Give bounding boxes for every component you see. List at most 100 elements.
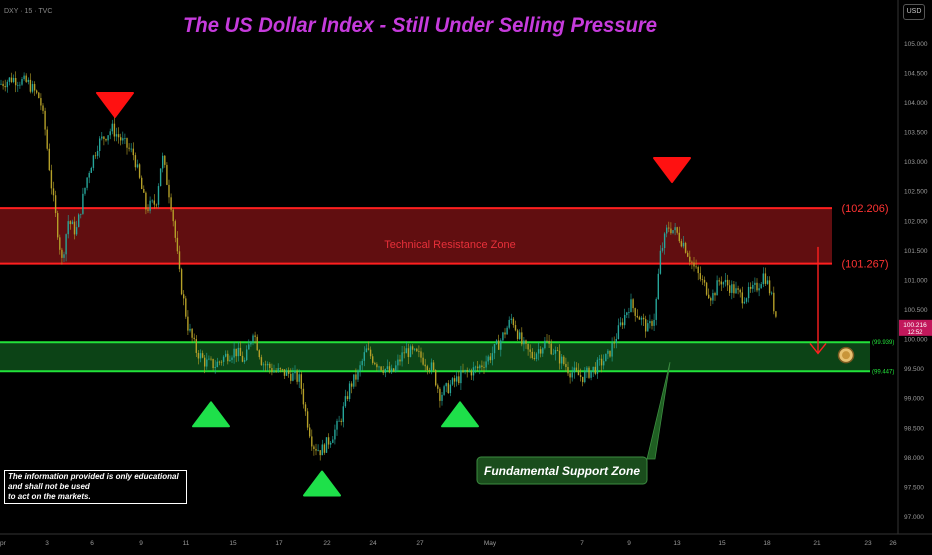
candle [668,227,670,229]
candle [588,367,590,378]
candle [598,358,601,360]
candle [170,197,172,210]
price-tick-label: 100.000 [904,337,928,344]
price-tick-label: 97.500 [904,484,924,491]
candle [231,357,233,360]
candle [479,365,481,369]
candle [487,356,489,362]
candle [73,221,76,235]
candle [19,84,21,86]
candle [460,370,462,384]
candle [661,248,664,251]
candle [183,294,185,299]
time-tick-label: 3 [45,540,49,547]
candle [771,292,773,294]
candle [15,78,17,86]
candle [325,437,328,453]
price-tick-label: 100.500 [904,307,928,314]
candle [340,420,342,422]
candle [46,129,48,149]
candle [195,339,197,353]
candle [239,347,242,356]
support-bottom-label: (99.447) [872,369,894,375]
time-tick-label: 9 [139,540,143,547]
candle [304,404,307,412]
candle [323,444,326,453]
candle [243,360,246,362]
time-tick-label: 11 [183,540,190,547]
candle [141,177,143,190]
candle [260,357,263,366]
candle [640,317,643,320]
candle [107,135,109,141]
candle [430,362,433,371]
candle [472,367,475,376]
candle [651,321,653,326]
last-price-tag[interactable] [899,319,932,336]
time-tick-label: 26 [889,540,897,547]
candle [136,164,139,168]
candle [703,279,706,283]
time-tick-label: 18 [763,540,771,547]
candle [773,292,775,312]
candle [216,361,218,368]
candle [246,349,248,361]
candle [166,164,168,185]
candle [254,335,256,337]
candle [172,209,174,222]
support-callout-box [476,456,648,485]
candle [529,349,531,352]
candle [4,86,6,88]
candle [403,352,405,354]
candle [621,322,624,326]
candle [220,361,223,363]
candle [649,321,651,324]
candle [445,383,447,387]
candle [577,370,580,376]
candle [256,336,258,351]
candle [435,370,437,386]
candle [558,350,561,364]
candle [752,284,754,289]
candle [10,77,13,83]
candle [584,371,586,383]
time-tick-label: May [484,540,497,547]
resistance-zone-label: Technical Resistance Zone [384,239,515,251]
candle [78,214,80,228]
candle [50,170,53,189]
price-tick-label: 101.500 [904,248,928,255]
candle [579,375,582,377]
candle [491,353,494,361]
price-tick-label: 104.500 [904,70,928,77]
candle [642,317,645,320]
candle [676,227,678,233]
candle [443,386,445,395]
currency-button[interactable]: USD [903,4,925,20]
candle [414,348,416,350]
candle [115,134,118,137]
candle [615,338,617,344]
candle [237,347,239,357]
candle [521,332,523,345]
candle [168,184,170,198]
support-zone [0,342,870,372]
candle [157,186,160,205]
candle [206,359,208,367]
candle [384,368,386,373]
time-tick-label: 22 [323,540,331,547]
candle [689,256,691,262]
candle [523,340,525,345]
candle [609,350,611,357]
candle [25,75,27,82]
candle [624,315,626,326]
candle [130,148,132,150]
candle [151,200,153,202]
candle [493,344,496,354]
candle [743,301,746,304]
candle [147,209,149,211]
candle [174,221,176,238]
candle [726,279,729,286]
candle [311,436,313,447]
candle [393,368,395,372]
